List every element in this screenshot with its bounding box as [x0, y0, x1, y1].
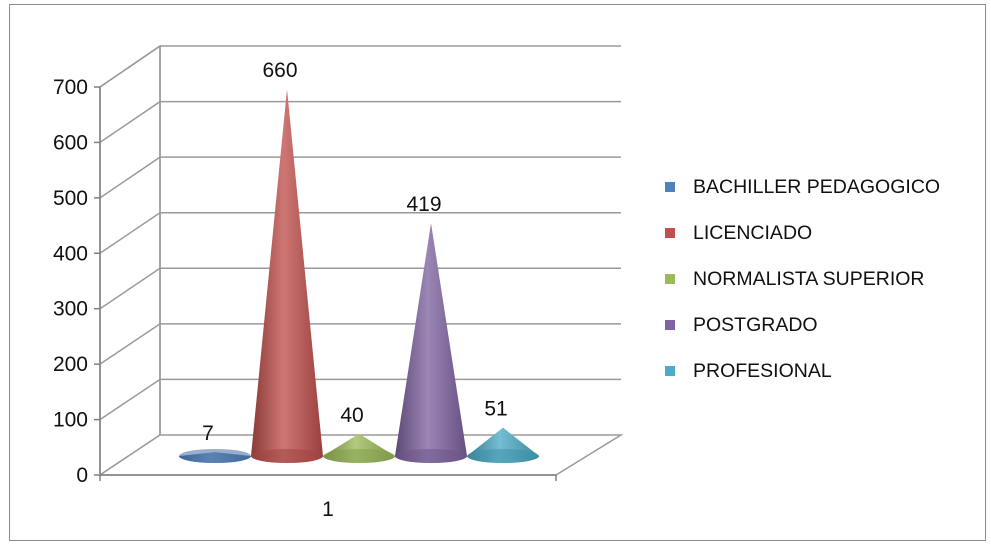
- legend-swatch: [665, 366, 675, 376]
- legend-swatch: [665, 274, 675, 284]
- left-wall: [99, 44, 161, 477]
- y-tick-label: 0: [76, 464, 88, 487]
- gridline-diagonal: [99, 45, 161, 88]
- chart-frame: [9, 4, 986, 541]
- cone-base: [323, 449, 395, 463]
- legend-item: POSTGRADO: [665, 314, 818, 336]
- cone-bachiller-pedagogico: [179, 449, 251, 463]
- y-tick-label: 500: [53, 187, 88, 210]
- legend-label: BACHILLER PEDAGOGICO: [693, 176, 940, 198]
- chart-walls: [99, 44, 161, 477]
- x-axis: 1: [99, 474, 557, 521]
- gridline-diagonal: [99, 323, 161, 365]
- data-label: 419: [406, 193, 441, 216]
- cone-body: [395, 223, 467, 463]
- data-label: 51: [484, 398, 507, 421]
- y-axis-ticks: 0 100 200 300 400 500 600 700: [53, 76, 101, 487]
- cone-series: [179, 89, 539, 463]
- y-tick-label: 700: [53, 76, 88, 99]
- legend-label: NORMALISTA SUPERIOR: [693, 268, 925, 290]
- gridline-diagonal: [99, 378, 161, 421]
- cone-base: [467, 449, 539, 463]
- cone-postgrado: [395, 223, 467, 463]
- cone-base: [251, 449, 323, 463]
- gridline-diagonal: [99, 156, 161, 199]
- y-tick-label: 300: [53, 298, 88, 321]
- cone-base: [179, 449, 251, 463]
- gridline-diagonal: [99, 267, 161, 310]
- cone-profesional: [467, 427, 539, 463]
- legend-label: POSTGRADO: [693, 314, 818, 336]
- legend-item: PROFESIONAL: [665, 360, 832, 382]
- data-labels: 7 660 40 419 51: [202, 59, 508, 445]
- y-tick-label: 200: [53, 353, 88, 376]
- y-tick-label: 600: [53, 131, 88, 154]
- cone-body: [251, 89, 323, 463]
- cone-normalista-superior: [323, 433, 395, 463]
- x-category-label: 1: [322, 498, 334, 521]
- gridline-diagonal: [99, 100, 161, 144]
- legend-swatch: [665, 182, 675, 192]
- data-label: 7: [202, 422, 214, 445]
- y-tick-label: 400: [53, 242, 88, 265]
- cone-base: [395, 449, 467, 463]
- legend-item: BACHILLER PEDAGOGICO: [665, 176, 940, 198]
- data-label: 660: [262, 59, 297, 82]
- legend-item: NORMALISTA SUPERIOR: [665, 268, 925, 290]
- legend-swatch: [665, 320, 675, 330]
- data-label: 40: [340, 404, 363, 427]
- legend: BACHILLER PEDAGOGICO LICENCIADO NORMALISTA…: [665, 176, 940, 382]
- gridline-diagonal: [99, 212, 161, 254]
- legend-label: LICENCIADO: [693, 222, 812, 244]
- legend-swatch: [665, 228, 675, 238]
- y-tick-label: 100: [53, 409, 88, 432]
- cone-licenciado: [251, 89, 323, 463]
- legend-label: PROFESIONAL: [693, 360, 832, 382]
- legend-item: LICENCIADO: [665, 222, 812, 244]
- gridlines: [99, 45, 621, 435]
